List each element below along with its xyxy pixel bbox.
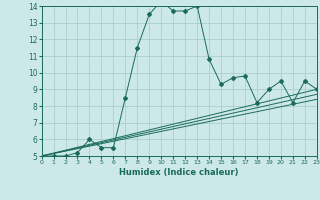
X-axis label: Humidex (Indice chaleur): Humidex (Indice chaleur) xyxy=(119,168,239,177)
